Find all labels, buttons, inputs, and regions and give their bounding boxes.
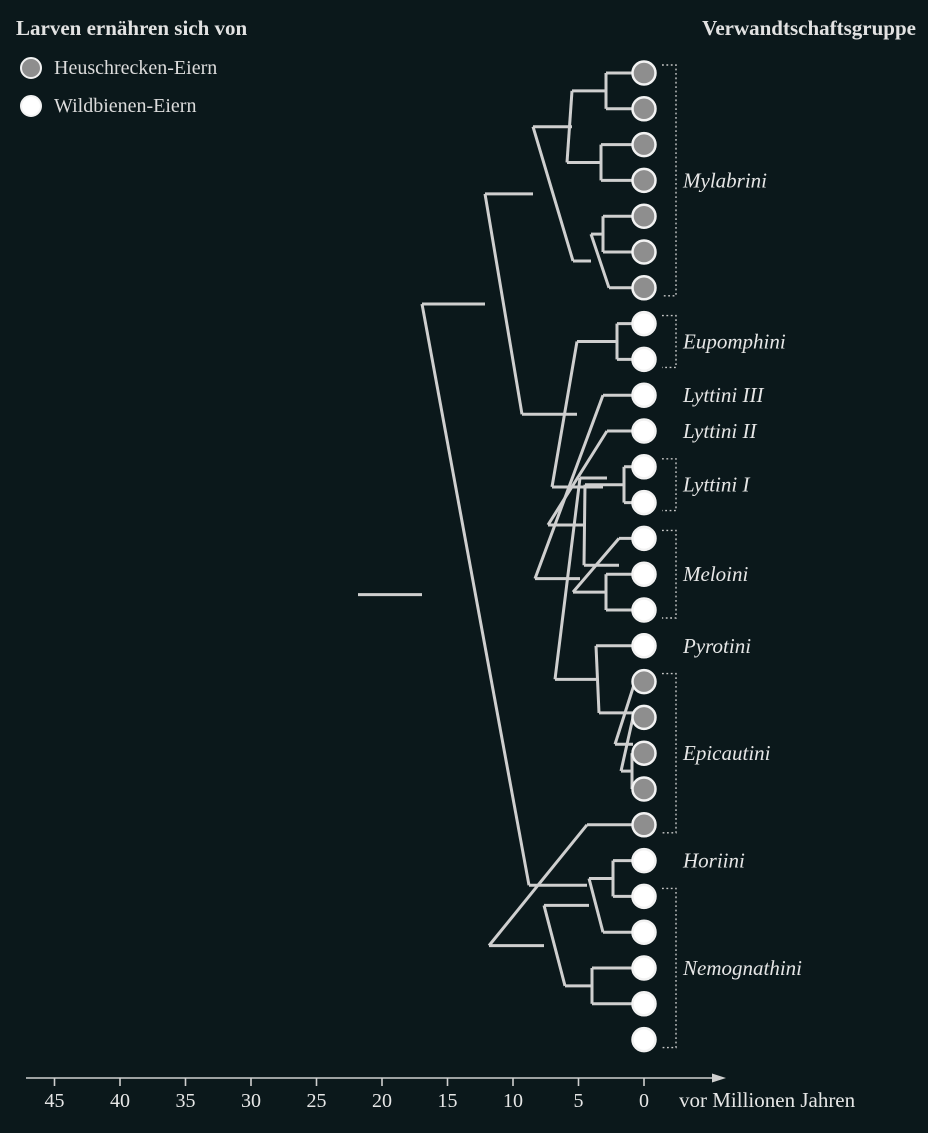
axis-label: vor Millionen Jahren (679, 1088, 856, 1112)
branch-line (542, 904, 567, 987)
time-axis: 45 40 35 30 25 20 15 10 5 0 vor Millionen Jahren (26, 1073, 856, 1112)
tip-node-grasshopper (631, 740, 657, 766)
axis-tick-label: 5 (574, 1090, 584, 1112)
tip-node-bee (631, 919, 657, 945)
tip-node-bee (631, 633, 657, 659)
tip-node-grasshopper (631, 239, 657, 265)
tip-node-bee (631, 454, 657, 480)
tip-node-bee (631, 955, 657, 981)
tip-node-grasshopper (631, 131, 657, 158)
axis-tick-label: 45 (45, 1090, 65, 1112)
group-label: Eupomphini (682, 330, 786, 354)
branch-line (587, 878, 605, 933)
tip-node-bee (631, 561, 657, 587)
tip-node-bee (631, 382, 657, 408)
tip-node-grasshopper (631, 275, 657, 301)
axis-arrow-icon (712, 1073, 726, 1083)
tip-node-bee (631, 847, 657, 874)
group-label: Lyttini I (682, 473, 750, 497)
group-label: Nemognathini (682, 956, 802, 980)
tip-nodes (631, 60, 657, 1053)
tip-node-grasshopper (631, 668, 657, 695)
group-bracket (662, 64, 677, 297)
tip-node-grasshopper (631, 203, 657, 229)
group-label: Mylabrini (682, 168, 767, 192)
branch-line (420, 303, 531, 886)
axis-tick-label: 15 (438, 1090, 458, 1112)
grey-circle-icon (20, 57, 42, 79)
axis-tick-label: 30 (241, 1090, 261, 1112)
group-label: Pyrotini (682, 634, 751, 658)
legend-title: Larven ernähren sich von (16, 16, 248, 40)
group-bracket (662, 314, 677, 369)
axis-tick-label: 0 (639, 1090, 649, 1112)
legend-label-bee: Wildbienen-Eiern (54, 94, 197, 117)
group-brackets: Mylabrini Eupomphini Lyttini III Lyttini II… (662, 64, 802, 1049)
tip-node-bee (631, 310, 657, 337)
tip-node-grasshopper (631, 776, 657, 802)
group-label: Meloini (682, 562, 748, 586)
branch-line (546, 430, 609, 526)
axis-tick-label: 40 (110, 1090, 130, 1112)
tip-node-grasshopper (631, 812, 657, 838)
tip-node-bee (631, 597, 657, 623)
group-label: Lyttini II (682, 419, 757, 443)
axis-tick-label: 35 (176, 1090, 196, 1112)
tip-node-grasshopper (631, 96, 657, 122)
axis-tick-label: 25 (307, 1090, 327, 1112)
tip-node-bee (631, 991, 657, 1017)
branch-line (483, 193, 524, 415)
tip-node-bee (631, 883, 657, 910)
legend-item-bee: Wildbienen-Eiern (20, 92, 196, 120)
axis-tick-label: 10 (503, 1090, 523, 1112)
tree-branches (22, 71, 644, 1006)
axis-tick-label: 20 (372, 1090, 392, 1112)
tip-node-bee (631, 1026, 657, 1053)
legend-label-grasshopper: Heuschrecken-Eiern (54, 56, 218, 79)
tip-node-bee (631, 418, 657, 444)
group-label: Horiini (682, 849, 745, 873)
branch-line (594, 645, 601, 713)
tip-node-grasshopper (631, 60, 657, 86)
group-label: Epicautini (682, 741, 771, 765)
group-bracket (662, 887, 677, 1049)
tip-node-grasshopper (631, 167, 657, 194)
group-bracket (662, 529, 677, 619)
group-bracket (662, 458, 677, 512)
group-label: Lyttini III (682, 383, 764, 407)
groups-title: Verwandtschaftsgruppe (702, 16, 916, 40)
tip-node-bee (631, 525, 657, 552)
tip-node-bee (631, 489, 657, 516)
tip-node-bee (631, 346, 657, 373)
branch-line (589, 233, 611, 289)
legend-item-grasshopper: Heuschrecken-Eiern (20, 54, 217, 82)
white-circle-icon (20, 95, 42, 117)
tip-node-grasshopper (631, 704, 657, 731)
group-bracket (662, 672, 677, 834)
branch-line (531, 126, 575, 262)
